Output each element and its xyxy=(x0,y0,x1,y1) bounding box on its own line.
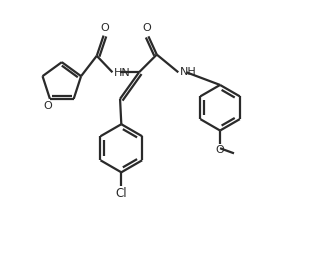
Text: HN: HN xyxy=(114,68,130,78)
Text: Cl: Cl xyxy=(115,187,127,200)
Text: O: O xyxy=(143,23,151,33)
Text: NH: NH xyxy=(179,67,196,77)
Text: O: O xyxy=(44,101,52,111)
Text: O: O xyxy=(216,145,225,155)
Text: O: O xyxy=(100,23,109,33)
